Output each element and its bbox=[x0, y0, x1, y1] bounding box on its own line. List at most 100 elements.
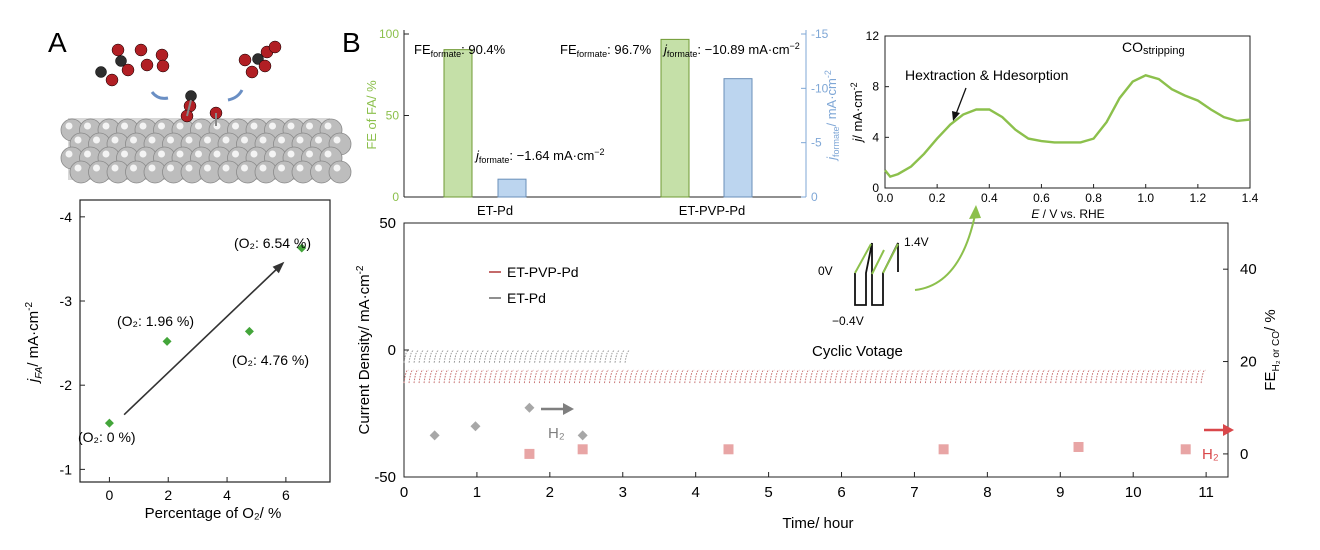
et-pd-cycle bbox=[609, 350, 615, 363]
cv-xlabel: E / V vs. RHE bbox=[1031, 207, 1104, 221]
et-pd-cycle bbox=[438, 350, 444, 363]
pd-atom-highlight bbox=[158, 150, 165, 158]
fe-h2-et-pvp-pd-point bbox=[938, 444, 949, 455]
et-pvp-pd-cycle bbox=[1200, 369, 1206, 384]
et-pd-cycle bbox=[589, 350, 595, 363]
et-pvp-pd-cycle bbox=[764, 369, 770, 384]
et-pvp-pd-cycle bbox=[423, 369, 429, 384]
panel-a-point bbox=[297, 243, 307, 253]
stability-xtick-label: 0 bbox=[400, 484, 408, 501]
waveform-label-minus-0-4v: −0.4V bbox=[832, 314, 864, 328]
et-pvp-pd-cycle bbox=[1145, 369, 1151, 384]
panel-a-xtick-label: 4 bbox=[223, 487, 231, 503]
h2-arrowhead-gray bbox=[563, 403, 574, 415]
et-pvp-pd-cycle bbox=[955, 369, 961, 384]
et-pvp-pd-cycle bbox=[654, 369, 660, 384]
et-pvp-pd-cycle bbox=[428, 369, 434, 384]
et-pd-cycle bbox=[584, 350, 590, 363]
et-pvp-pd-cycle bbox=[669, 369, 675, 384]
fe-h2-et-pvp-pd-point bbox=[577, 444, 588, 455]
stability-xtick-label: 2 bbox=[546, 484, 554, 501]
pd-atom-highlight bbox=[121, 122, 128, 130]
panel-a-ylabel: jFA/ mA·cm-2 bbox=[24, 302, 45, 385]
et-pvp-pd-cycle bbox=[634, 369, 640, 384]
stability-xtick-label: 11 bbox=[1198, 484, 1214, 501]
et-pvp-pd-cycle bbox=[433, 369, 439, 384]
stability-annotation-cyclic: Cyclic Votage bbox=[812, 343, 903, 360]
pd-atom-highlight bbox=[74, 136, 82, 144]
et-pvp-pd-cycle bbox=[970, 369, 976, 384]
et-pd-cycle bbox=[408, 350, 414, 363]
pd-atom-highlight bbox=[278, 164, 285, 172]
stability-right-ylabel: FEH₂ or CO/ % bbox=[1262, 309, 1282, 390]
et-pvp-pd-cycle bbox=[874, 369, 880, 384]
cv-xtick-label: 0.2 bbox=[929, 191, 946, 205]
et-pvp-pd-cycle bbox=[834, 369, 840, 384]
et-pvp-pd-cycle bbox=[734, 369, 740, 384]
et-pvp-pd-cycle bbox=[729, 369, 735, 384]
et-pvp-pd-cycle bbox=[854, 369, 860, 384]
et-pvp-pd-cycle bbox=[1015, 369, 1021, 384]
et-pvp-pd-cycle bbox=[1150, 369, 1156, 384]
pd-atom-highlight bbox=[130, 136, 137, 144]
waveform-inset bbox=[854, 242, 899, 306]
bar-j-et-pd bbox=[497, 178, 527, 198]
cv-ytick-label: 4 bbox=[872, 130, 879, 144]
et-pvp-pd-cycle bbox=[584, 369, 590, 384]
et-pvp-pd-cycle bbox=[939, 369, 945, 384]
bar-left-tick-label: 0 bbox=[392, 190, 399, 204]
et-pvp-pd-cycle bbox=[1115, 369, 1121, 384]
pd-atom-highlight bbox=[241, 136, 248, 144]
et-pvp-pd-cycle bbox=[864, 369, 870, 384]
panel-a-ytick-label: -1 bbox=[60, 461, 73, 477]
stability-right-tick-label: 0 bbox=[1240, 446, 1248, 463]
bar-left-ylabel: FE of FA/ % bbox=[364, 80, 379, 150]
oxygen-atom bbox=[258, 59, 272, 73]
et-pvp-pd-cycle bbox=[609, 369, 615, 384]
et-pvp-pd-cycle bbox=[679, 369, 685, 384]
et-pvp-pd-cycle bbox=[594, 369, 600, 384]
pd-atom-highlight bbox=[306, 150, 313, 158]
oxygen-atom bbox=[140, 58, 154, 72]
cv-xtick-label: 0.6 bbox=[1033, 191, 1050, 205]
panel-a-point bbox=[244, 326, 254, 336]
et-pvp-pd-cycle bbox=[589, 369, 595, 384]
et-pvp-pd-cycle bbox=[899, 369, 905, 384]
et-pvp-pd-cycle bbox=[448, 369, 454, 384]
pd-atom-highlight bbox=[278, 136, 285, 144]
et-pd-cycle bbox=[524, 350, 530, 363]
h2-arrowhead-red bbox=[1223, 424, 1234, 436]
et-pvp-pd-cycle bbox=[924, 369, 930, 384]
et-pvp-pd-cycle bbox=[644, 369, 650, 384]
et-pvp-pd-cycle bbox=[839, 369, 845, 384]
bar-annotation-j-et-pd: jformate: −1.64 mA·cm−2 bbox=[474, 147, 605, 165]
et-pd-cycle bbox=[478, 350, 484, 363]
et-pd-cycle bbox=[619, 350, 625, 363]
et-pvp-pd-cycle bbox=[488, 369, 494, 384]
et-pvp-pd-cycle bbox=[689, 369, 695, 384]
panel-a-xlabel: Percentage of O₂/ % bbox=[145, 505, 282, 522]
et-pd-cycle bbox=[493, 350, 499, 363]
et-pvp-pd-cycle bbox=[849, 369, 855, 384]
bar-right-ylabel: jformate/ mA·cm-2 bbox=[823, 70, 841, 162]
et-pvp-pd-cycle bbox=[1155, 369, 1161, 384]
et-pvp-pd-cycle bbox=[538, 369, 544, 384]
pd-atom-highlight bbox=[139, 122, 147, 130]
oxygen-atom bbox=[238, 53, 252, 67]
et-pvp-pd-cycle bbox=[914, 369, 920, 384]
et-pvp-pd-cycle bbox=[483, 369, 489, 384]
stability-xtick-label: 7 bbox=[910, 484, 918, 501]
bar-left-tick-label: 100 bbox=[379, 27, 399, 41]
pd-atom-highlight bbox=[84, 150, 91, 158]
waveform-to-cv-arrow bbox=[914, 214, 976, 291]
et-pvp-pd-cycle bbox=[493, 369, 499, 384]
stability-xtick-label: 9 bbox=[1056, 484, 1064, 501]
stability-xtick-label: 3 bbox=[619, 484, 627, 501]
et-pvp-pd-cycle bbox=[724, 369, 730, 384]
et-pvp-pd-cycle bbox=[553, 369, 559, 384]
et-pvp-pd-cycle bbox=[619, 369, 625, 384]
et-pvp-pd-cycle bbox=[1035, 369, 1041, 384]
cv-annotation-arrow bbox=[955, 87, 967, 115]
